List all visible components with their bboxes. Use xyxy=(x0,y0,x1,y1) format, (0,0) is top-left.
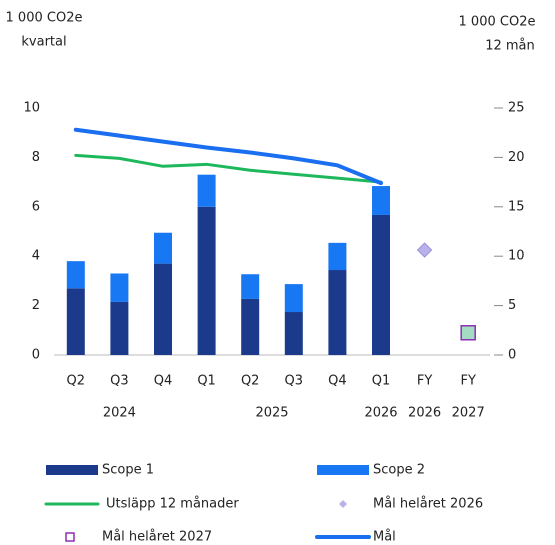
y2-axis-label: 12 mån xyxy=(485,39,535,54)
y2-tick-label: 10 xyxy=(508,249,525,264)
x-group-label: 2026 xyxy=(408,406,441,421)
bar xyxy=(197,174,216,207)
legend-label: Scope 2 xyxy=(373,463,425,478)
x-tick-label: Q1 xyxy=(372,374,391,389)
bar xyxy=(110,301,129,355)
bar xyxy=(328,242,347,271)
legend-label: Utsläpp 12 månader xyxy=(106,497,239,512)
y-tick-label: 0 xyxy=(32,348,40,363)
diamond-marker xyxy=(416,242,433,258)
legend-label: Scope 1 xyxy=(102,463,154,478)
legend-swatch xyxy=(46,465,98,475)
x-tick-label: Q3 xyxy=(285,374,304,389)
legend-label: Mål xyxy=(373,530,396,545)
bar xyxy=(372,214,390,355)
bar xyxy=(372,186,390,215)
bar xyxy=(66,261,85,289)
y-tick-label: 6 xyxy=(32,199,40,214)
x-tick-label: Q2 xyxy=(241,374,260,389)
bar xyxy=(284,312,303,355)
y2-tick-label: 0 xyxy=(508,348,516,363)
x-group-label: 2027 xyxy=(452,406,485,421)
legend-swatch xyxy=(339,500,347,508)
x-tick-label: Q4 xyxy=(328,374,347,389)
x-group-label: 2025 xyxy=(255,406,288,421)
bar xyxy=(241,298,260,355)
square-marker xyxy=(460,325,476,341)
bar xyxy=(154,263,172,355)
y-tick-label: 10 xyxy=(23,101,40,116)
bar xyxy=(284,284,303,313)
legend-swatch xyxy=(317,465,369,475)
line xyxy=(74,153,383,184)
x-tick-label: Q4 xyxy=(154,374,173,389)
bar xyxy=(197,206,216,355)
y2-tick-label: 20 xyxy=(508,150,525,165)
y-axis-label: kvartal xyxy=(21,35,66,50)
x-tick-label: FY xyxy=(460,374,475,389)
legend-swatch xyxy=(65,532,75,542)
bar xyxy=(110,273,129,302)
bar xyxy=(154,232,172,264)
legend-label: Mål helåret 2026 xyxy=(373,497,483,512)
y-tick-label: 4 xyxy=(32,249,40,264)
x-group-label: 2024 xyxy=(103,406,136,421)
y-tick-label: 8 xyxy=(32,150,40,165)
y2-axis-label: 1 000 CO2e xyxy=(459,15,536,30)
x-tick-label: Q3 xyxy=(110,374,129,389)
bar xyxy=(328,270,347,355)
bar xyxy=(241,274,260,299)
y2-tick-label: 25 xyxy=(508,101,525,116)
x-group-label: 2026 xyxy=(364,406,397,421)
x-tick-label: Q2 xyxy=(67,374,86,389)
y2-tick-label: 15 xyxy=(508,199,525,214)
x-tick-label: Q1 xyxy=(197,374,216,389)
y-axis-label: 1 000 CO2e xyxy=(6,11,83,26)
y-tick-label: 2 xyxy=(32,298,40,313)
x-tick-label: FY xyxy=(417,374,432,389)
bar xyxy=(66,288,85,355)
y2-tick-label: 5 xyxy=(508,298,516,313)
line xyxy=(73,127,383,186)
legend-label: Mål helåret 2027 xyxy=(102,530,212,545)
